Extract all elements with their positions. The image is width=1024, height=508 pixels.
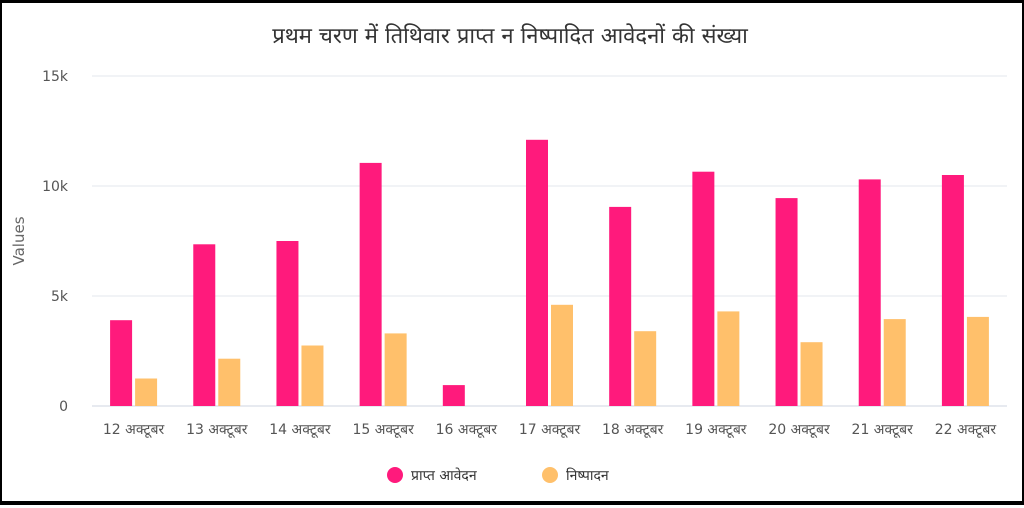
chart-title: प्रथम चरण में तिथिवार प्राप्त न निष्पादि…: [272, 23, 748, 49]
x-tick-label: 14 अक्टूबर: [269, 422, 331, 438]
legend-swatch: [542, 467, 558, 483]
x-tick-label: 15 अक्टूबर: [352, 422, 414, 438]
bar-received: [526, 139, 548, 407]
bar-chart: प्रथम चरण में तिथिवार प्राप्त न निष्पादि…: [10, 23, 1007, 484]
bar-disposed: [800, 342, 823, 406]
y-axis-label: Values: [10, 216, 28, 265]
y-tick-label: 0: [59, 399, 68, 415]
bar-disposed: [301, 345, 324, 406]
bar-received: [442, 385, 465, 406]
bar-received: [858, 179, 881, 406]
x-tick-label: 12 अक्टूबर: [103, 422, 165, 438]
bar-received: [609, 206, 632, 406]
bar-received: [193, 244, 216, 406]
bar-disposed: [551, 304, 573, 406]
bars: [110, 139, 989, 407]
x-tick-label: 20 अक्टूबर: [768, 422, 830, 438]
y-axis-ticks: 0 5k 10k 15k: [42, 69, 69, 415]
bar-received: [775, 198, 798, 406]
y-tick-label: 15k: [42, 69, 69, 85]
bar-disposed: [135, 378, 158, 406]
x-tick-label: 19 अक्टूबर: [685, 422, 747, 438]
bar-disposed: [717, 311, 740, 406]
legend-swatch: [387, 467, 403, 483]
bar-received: [276, 241, 299, 406]
bar-disposed: [218, 358, 241, 406]
bar-received: [941, 175, 964, 406]
x-tick-label: 13 अक्टूबर: [186, 422, 248, 438]
gridlines: [92, 75, 1007, 407]
bar-disposed: [634, 331, 657, 406]
x-tick-label: 18 अक्टूबर: [602, 422, 664, 438]
legend-label: निष्पादन: [566, 467, 609, 484]
x-tick-label: 22 अक्टूबर: [935, 422, 997, 438]
x-tick-label: 21 अक्टूबर: [852, 422, 914, 438]
y-tick-label: 5k: [51, 289, 69, 305]
x-tick-label: 16 अक्टूबर: [436, 422, 498, 438]
bar-received: [692, 171, 715, 406]
bar-received: [359, 162, 382, 406]
x-axis-ticks: 12 अक्टूबर 13 अक्टूबर 14 अक्टूबर 15 अक्टूबर…: [103, 422, 996, 438]
legend-label: प्राप्त आवेदन: [411, 467, 477, 484]
bar-received: [110, 320, 133, 406]
legend: प्राप्त आवेदन निष्पादन: [387, 467, 609, 484]
y-tick-label: 10k: [42, 179, 69, 195]
bar-disposed: [384, 333, 407, 406]
x-tick-label: 17 अक्टूबर: [519, 422, 581, 438]
bar-disposed: [883, 319, 906, 406]
bar-disposed: [966, 316, 989, 406]
